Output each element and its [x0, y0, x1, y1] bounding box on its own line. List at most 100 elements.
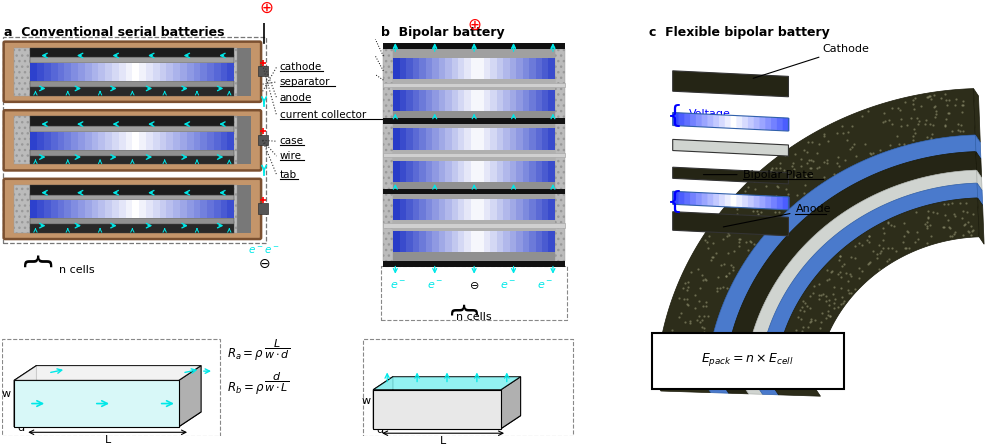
Bar [400, 128, 406, 149]
Point [748, 195, 764, 202]
Point [696, 328, 712, 335]
Point [696, 365, 712, 372]
Point [924, 131, 940, 138]
Polygon shape [760, 195, 766, 209]
Polygon shape [696, 114, 703, 127]
Bar [445, 231, 452, 252]
Point [821, 275, 837, 282]
Point [714, 213, 730, 220]
Point [691, 372, 707, 380]
Point [921, 92, 937, 99]
Point [946, 230, 962, 237]
Point [896, 232, 912, 239]
Point [811, 140, 827, 148]
Text: wire: wire [280, 151, 302, 161]
Point [787, 330, 803, 337]
Bar [523, 231, 529, 252]
Point [688, 361, 704, 368]
Point [691, 313, 707, 320]
Bar [139, 132, 146, 150]
Point [843, 253, 859, 260]
Point [661, 369, 677, 376]
Point [954, 108, 970, 115]
Bar [383, 118, 565, 124]
Polygon shape [656, 384, 711, 392]
Point [838, 270, 854, 277]
Bar [383, 120, 393, 190]
Point [909, 115, 925, 122]
Bar [30, 150, 234, 156]
Point [880, 219, 896, 226]
Point [842, 146, 858, 153]
Point [826, 299, 842, 306]
Polygon shape [724, 152, 977, 387]
Point [821, 301, 837, 309]
Bar [555, 120, 565, 190]
Point [920, 94, 936, 101]
Point [859, 237, 875, 244]
Point [955, 207, 971, 215]
Bar [207, 132, 214, 150]
Point [746, 178, 762, 185]
Point [689, 316, 705, 323]
Bar [445, 58, 452, 79]
Point [851, 240, 867, 247]
Bar [92, 132, 98, 150]
Bar [44, 200, 51, 219]
Text: $e^-$: $e^-$ [500, 280, 516, 291]
Polygon shape [783, 118, 789, 131]
Point [920, 213, 936, 220]
Bar [92, 200, 98, 219]
Point [788, 369, 804, 376]
Point [805, 158, 821, 165]
Point [691, 339, 707, 346]
Bar [30, 156, 234, 164]
Point [679, 337, 695, 344]
Bar [555, 190, 565, 261]
Point [756, 215, 772, 223]
Bar [14, 48, 30, 95]
Bar [516, 231, 523, 252]
Point [860, 260, 876, 268]
Bar [258, 203, 268, 214]
Point [698, 277, 714, 284]
Bar [406, 128, 413, 149]
Point [693, 362, 709, 369]
Bar [98, 200, 105, 219]
Point [720, 249, 736, 256]
Bar [221, 200, 227, 219]
Point [899, 228, 915, 235]
Point [901, 245, 917, 252]
Point [799, 148, 815, 155]
Text: $e^-$: $e^-$ [248, 245, 264, 256]
Bar [445, 128, 452, 149]
Bar [400, 91, 406, 112]
Point [881, 255, 897, 262]
Bar [44, 132, 51, 150]
Point [734, 197, 750, 204]
Bar [166, 200, 173, 219]
Text: w: w [2, 389, 11, 399]
Point [959, 208, 975, 215]
Point [905, 137, 921, 144]
Bar [542, 91, 548, 112]
Bar [529, 231, 536, 252]
Point [698, 302, 714, 310]
Polygon shape [777, 196, 784, 210]
Bar [393, 199, 400, 220]
Polygon shape [14, 366, 36, 427]
Point [718, 273, 734, 280]
Bar [471, 58, 477, 79]
Point [695, 276, 711, 283]
Bar [542, 231, 548, 252]
Point [692, 285, 708, 292]
Point [686, 352, 702, 359]
Point [893, 122, 909, 129]
Point [851, 274, 867, 281]
Point [883, 221, 899, 228]
Text: w: w [361, 396, 370, 406]
Point [696, 325, 712, 332]
Point [851, 264, 867, 272]
Point [923, 134, 939, 141]
Polygon shape [179, 366, 201, 427]
